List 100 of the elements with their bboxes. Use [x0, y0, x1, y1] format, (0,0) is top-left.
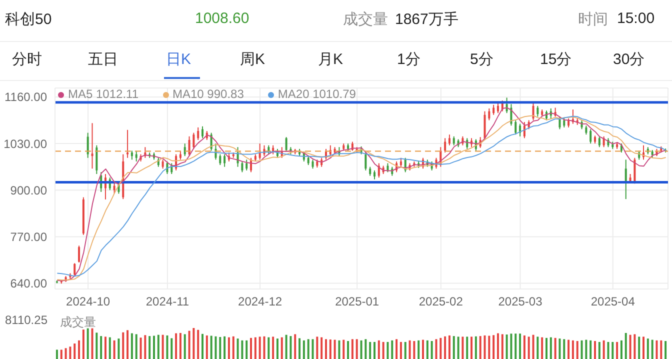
- bar: [554, 338, 556, 359]
- candlestick: [364, 152, 367, 171]
- bar: [175, 333, 178, 359]
- bar: [510, 334, 512, 359]
- bar: [64, 348, 67, 359]
- bar: [219, 336, 222, 359]
- candlestick: [523, 122, 526, 139]
- bar: [452, 336, 455, 359]
- candlestick: [536, 105, 539, 118]
- bar: [135, 334, 138, 359]
- chart-title: 成交量: [60, 314, 96, 331]
- legend-label: MA10 990.83: [172, 87, 244, 101]
- bar: [250, 338, 252, 359]
- bar: [364, 339, 367, 359]
- text: 1867万手: [395, 10, 458, 29]
- candlestick: [241, 160, 244, 173]
- bar: [558, 338, 561, 359]
- bar: [373, 342, 376, 359]
- bar: [612, 342, 614, 359]
- bar: [523, 335, 526, 359]
- bar: [369, 342, 372, 359]
- y-tick-label: 900.00: [10, 183, 48, 198]
- bar: [590, 340, 592, 359]
- bar: [462, 336, 464, 359]
- bar: [272, 336, 274, 359]
- bar: [418, 340, 420, 359]
- bar: [316, 336, 318, 359]
- bar: [580, 340, 583, 359]
- bar: [276, 338, 278, 359]
- bar: [298, 338, 301, 359]
- bar: [192, 328, 195, 359]
- bar: [338, 340, 340, 359]
- bar: [514, 334, 517, 359]
- bar: [646, 338, 649, 359]
- bar: [280, 337, 283, 359]
- y-tick-label: 640.00: [10, 276, 48, 291]
- candlestick: [285, 136, 288, 152]
- bar: [413, 341, 416, 359]
- candlestick: [86, 132, 89, 158]
- text: 15:00: [617, 10, 655, 27]
- bar: [140, 338, 142, 359]
- bar: [651, 340, 654, 359]
- candlestick: [484, 110, 486, 140]
- text: 1008.60: [195, 10, 250, 27]
- bar: [86, 328, 89, 359]
- bar: [624, 332, 627, 359]
- bar: [69, 346, 72, 359]
- x-tick-label: 2024-11: [146, 294, 190, 309]
- bar: [536, 336, 539, 359]
- bar: [378, 340, 380, 359]
- bar: [312, 339, 314, 359]
- text: 成交量: [343, 10, 388, 29]
- bar: [568, 340, 570, 359]
- text: 日K: [166, 50, 192, 69]
- bar: [188, 330, 190, 359]
- bar: [268, 337, 270, 359]
- y-tick-label: 770.00: [10, 230, 48, 244]
- candlestick: [492, 104, 495, 116]
- bar: [246, 340, 248, 359]
- bar: [130, 333, 133, 359]
- bar: [302, 340, 305, 359]
- bar: [241, 340, 244, 359]
- bar: [430, 341, 433, 359]
- text: 5分: [470, 50, 494, 69]
- bar: [320, 337, 323, 359]
- bar: [224, 336, 226, 359]
- bar: [197, 330, 200, 359]
- y-tick-label: 1160.00: [4, 90, 48, 104]
- bar: [118, 338, 120, 359]
- candlestick: [184, 143, 186, 157]
- bar: [228, 337, 230, 359]
- bar: [170, 338, 173, 359]
- bar: [444, 336, 446, 359]
- bar: [488, 336, 490, 359]
- candlestick: [258, 143, 261, 160]
- bar: [307, 339, 310, 359]
- bar: [347, 341, 350, 359]
- bar: [329, 339, 332, 359]
- bar: [479, 336, 482, 359]
- bar: [324, 339, 327, 359]
- bar: [263, 336, 266, 359]
- bar: [56, 350, 58, 359]
- bar: [82, 330, 84, 359]
- bar: [334, 340, 336, 359]
- bar: [360, 340, 362, 359]
- candlestick: [488, 108, 490, 121]
- bar: [108, 337, 111, 359]
- candlestick: [598, 136, 600, 148]
- bar: [545, 338, 548, 359]
- x-tick-label: 2024-12: [238, 294, 282, 309]
- bar: [474, 336, 477, 359]
- bar: [638, 336, 640, 359]
- x-tick-label: 2025-03: [498, 294, 543, 309]
- bar: [576, 341, 578, 359]
- bar: [408, 340, 411, 359]
- bar: [382, 342, 384, 359]
- bar: [100, 336, 102, 359]
- bar: [634, 334, 636, 359]
- candlestick: [135, 150, 138, 162]
- bar: [122, 332, 124, 359]
